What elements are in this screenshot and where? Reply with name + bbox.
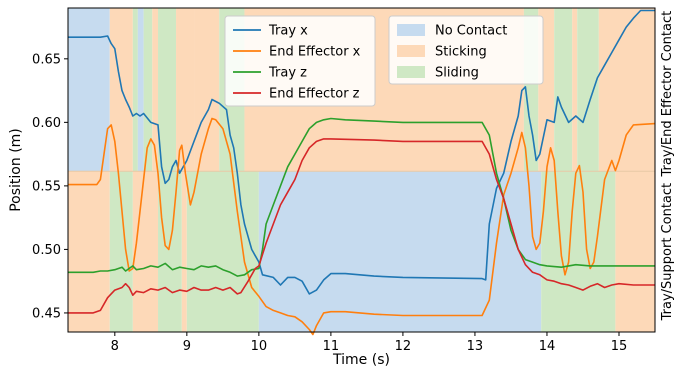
upper-band-sliding — [158, 8, 177, 172]
upper-band-sticking — [598, 8, 655, 172]
y-tick-label: 0.60 — [32, 116, 61, 131]
x-tick-label: 8 — [111, 339, 119, 354]
legend-contact-swatch — [397, 66, 425, 78]
lower-band-sticking — [132, 171, 159, 332]
legend-contact: No Contact Sticking Sliding — [388, 15, 544, 85]
x-tick-label: 13 — [467, 339, 484, 354]
legend-series-label: End Effector z — [269, 87, 360, 102]
series-line-tray-x — [68, 9, 655, 295]
series-lines — [68, 9, 656, 336]
legend-contact-label: Sliding — [435, 66, 479, 81]
upper-band-sliding — [554, 8, 573, 172]
lower-band-sliding — [158, 171, 182, 332]
legend-contact-label: No Contact — [435, 24, 507, 39]
legend-series-label: Tray z — [268, 66, 307, 81]
upper-band-sliding — [143, 8, 153, 172]
x-tick-label: 11 — [323, 339, 340, 354]
lower-band-sliding — [186, 171, 259, 332]
axis-ticks: 8 9 10 11 12 13 14 15 0.45 0.50 0.55 0.60 0.65 — [32, 52, 627, 354]
legend-contact-box — [388, 15, 544, 85]
upper-band-no-contact — [137, 8, 144, 172]
legend-series-box — [224, 15, 376, 107]
upper-band-no-contact — [68, 8, 110, 172]
legend-contact-swatch — [397, 24, 425, 36]
legend-series: Tray x End Effector x Tray z End Effector z — [224, 15, 376, 107]
right-label-upper: Tray/End Effector Contact — [660, 11, 675, 178]
y-tick-label: 0.50 — [32, 243, 61, 258]
right-label-lower: Tray/Support Contact — [660, 183, 675, 322]
upper-band-sticking — [176, 8, 195, 172]
legend-series-label: Tray x — [268, 24, 308, 39]
lower-band-sticking — [68, 171, 110, 332]
x-tick-label: 10 — [251, 339, 268, 354]
plot-frame — [67, 7, 656, 333]
legend-series-label: End Effector x — [269, 45, 361, 60]
lower-band-sticking — [615, 171, 655, 332]
series-line-end-effector-z — [68, 138, 655, 314]
upper-band-sticking — [572, 8, 578, 172]
lower-band-sliding — [109, 171, 133, 332]
x-tick-label: 14 — [539, 339, 556, 354]
series-line-end-effector-x — [68, 117, 656, 336]
lower-band-sliding — [541, 171, 616, 332]
x-tick-label: 12 — [395, 339, 412, 354]
y-axis-label: Position (m) — [8, 128, 24, 212]
upper-band-sticking — [152, 8, 159, 172]
legend-contact-label: Sticking — [435, 45, 487, 60]
lower-band-sticking — [181, 171, 187, 332]
upper-band-sticking — [194, 8, 220, 172]
upper-band-sliding — [132, 8, 138, 172]
x-tick-label: 15 — [611, 339, 628, 354]
x-axis-label: Time (s) — [332, 352, 390, 368]
y-tick-label: 0.65 — [32, 52, 61, 67]
series-line-tray-z — [68, 117, 655, 277]
legend-contact-swatch — [397, 45, 425, 57]
lower-band-no-contact — [258, 171, 542, 332]
y-tick-label: 0.55 — [32, 179, 61, 194]
x-tick-label: 9 — [183, 339, 191, 354]
y-tick-label: 0.45 — [32, 306, 61, 321]
upper-band-sliding — [577, 8, 599, 172]
